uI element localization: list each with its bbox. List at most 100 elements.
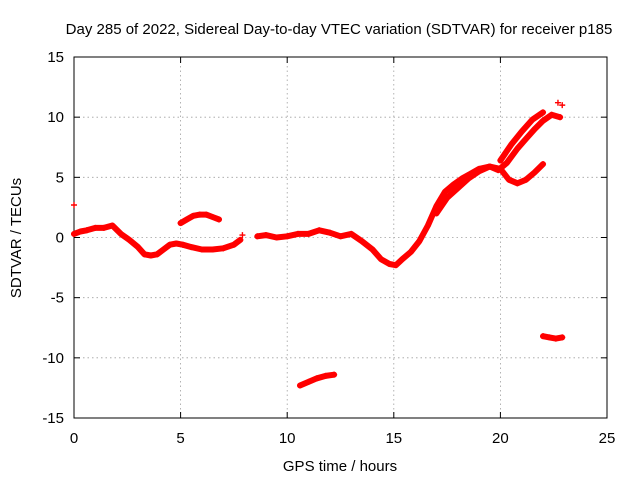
data-point-marker (557, 114, 564, 121)
data-point-marker (416, 238, 423, 245)
y-tick-label: -10 (42, 350, 64, 367)
data-point-marker (92, 224, 99, 231)
data-point-marker (559, 102, 566, 109)
data-point-marker (71, 230, 77, 237)
data-point-marker (177, 220, 184, 227)
data-point-marker (465, 175, 472, 182)
series-right-segment (540, 333, 566, 342)
y-tick-label: 0 (56, 230, 64, 247)
data-point-marker (71, 202, 77, 209)
data-point-marker (209, 246, 216, 253)
data-point-marker (433, 210, 440, 217)
data-point-marker (505, 176, 512, 183)
x-tick-label: 0 (70, 430, 78, 447)
axis-ticks (73, 56, 608, 419)
x-tick-label: 5 (176, 430, 184, 447)
data-point-marker (503, 159, 510, 166)
data-point-marker (326, 229, 333, 236)
data-point-marker (514, 180, 521, 187)
y-axis-label: SDTVAR / TECUs (8, 178, 25, 298)
data-point-marker (166, 241, 173, 248)
data-point-marker (239, 232, 246, 239)
data-point-marker (188, 244, 195, 251)
data-point-marker (305, 230, 312, 237)
data-point-marker (230, 241, 237, 248)
data-point-marker (215, 216, 222, 223)
series-band-main-trace (71, 222, 244, 259)
data-point-marker (497, 157, 504, 164)
y-tick-label: 15 (47, 49, 64, 66)
data-point-marker (331, 371, 338, 378)
data-point-marker (518, 128, 525, 135)
data-point-marker (540, 333, 547, 340)
series-main-trace (71, 222, 244, 259)
series-band-lower-branch (433, 161, 546, 217)
data-point-marker (220, 245, 227, 252)
data-point-marker (109, 222, 116, 229)
data-point-marker (196, 211, 203, 218)
data-point-marker (522, 135, 529, 142)
data-point-marker (369, 246, 376, 253)
data-point-marker (552, 335, 559, 342)
y-tick-label: 5 (56, 169, 64, 186)
y-tick-label: -5 (51, 290, 64, 307)
data-point-marker (284, 233, 291, 240)
data-point-marker (198, 246, 205, 253)
data-point-marker (514, 145, 521, 152)
data-point-marker (314, 375, 321, 382)
data-point-marker (529, 116, 536, 123)
x-tick-label: 15 (385, 430, 402, 447)
data-point-marker (296, 382, 303, 389)
data-point-marker (262, 232, 269, 239)
data-point-marker (441, 188, 448, 195)
series-band-mid-trace (254, 111, 564, 269)
data-point-marker (407, 248, 414, 255)
data-point-marker (254, 233, 261, 240)
data-point-marker (399, 256, 406, 263)
data-point-marker (497, 165, 504, 172)
data-point-marker (316, 227, 323, 234)
data-point-marker (548, 111, 555, 118)
data-point-marker (147, 252, 154, 259)
data-point-marker (508, 141, 515, 148)
data-point-marker (392, 262, 399, 269)
chart-title: Day 285 of 2022, Sidereal Day-to-day VTE… (66, 21, 613, 38)
data-point-marker (100, 224, 107, 231)
data-point-marker (237, 236, 244, 243)
x-tick-label: 20 (492, 430, 509, 447)
data-point-marker (454, 185, 461, 192)
data-point-marker (183, 216, 190, 223)
y-tick-label: 10 (47, 109, 64, 126)
data-point-marker (559, 334, 566, 341)
data-point-marker (179, 241, 186, 248)
data-markers (71, 99, 566, 389)
data-point-marker (540, 109, 547, 116)
data-point-marker (348, 230, 355, 237)
data-point-marker (126, 236, 133, 243)
data-point-marker (546, 334, 553, 341)
data-point-marker (358, 238, 365, 245)
data-point-marker (337, 233, 344, 240)
series-lower-branch (433, 161, 546, 217)
data-point-marker (476, 168, 483, 175)
y-tick-labels: -15 -10 -5 0 5 10 15 (42, 49, 64, 427)
data-point-marker (554, 99, 561, 106)
series-mid-trace (254, 111, 564, 269)
data-point-marker (540, 117, 547, 124)
data-point-marker (209, 214, 216, 221)
x-tick-labels: 0 5 10 15 20 25 (70, 430, 616, 447)
x-tick-label: 25 (599, 430, 616, 447)
data-point-marker (531, 126, 538, 133)
data-point-marker (203, 211, 210, 218)
data-point-marker (444, 194, 451, 201)
data-point-marker (486, 163, 493, 170)
data-point-marker (173, 240, 180, 247)
data-point-marker (294, 230, 301, 237)
data-point-marker (83, 227, 90, 234)
data-point-marker (386, 260, 393, 267)
data-point-marker (522, 176, 529, 183)
data-point-marker (141, 251, 148, 258)
data-point-marker (134, 244, 141, 251)
data-point-marker (154, 251, 161, 258)
